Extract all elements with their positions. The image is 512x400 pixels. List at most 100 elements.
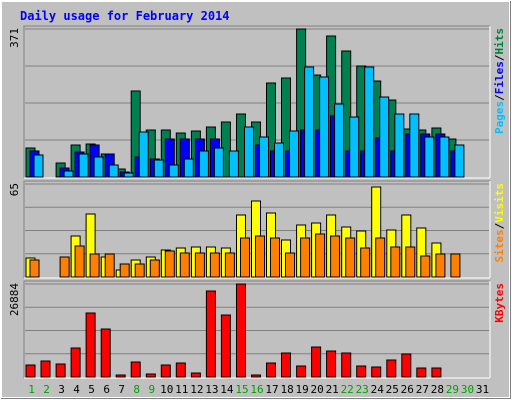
x-tick-label-day-24: 24 (371, 383, 385, 396)
bar-pages-day-19 (304, 66, 315, 178)
legend-entry: Pages (493, 101, 506, 134)
bar-pages-day-24 (379, 96, 390, 178)
bar-sites-day-3 (59, 256, 70, 278)
bar-kbytes-day-6 (100, 328, 111, 378)
x-tick-label-day-21: 21 (326, 383, 339, 396)
legend-entry: Visits (493, 183, 506, 223)
panel-top-ymax-label: 371 (8, 28, 21, 48)
bar-kbytes-day-7 (115, 374, 126, 378)
bar-pages-day-7 (123, 172, 134, 178)
bar-pages-day-12 (198, 150, 209, 178)
x-tick-label-day-19: 19 (295, 383, 308, 396)
bar-sites-day-25 (390, 246, 401, 278)
bar-kbytes-day-18 (281, 352, 291, 378)
bar-pages-day-27 (424, 136, 435, 178)
bar-sites-day-15 (240, 237, 250, 278)
x-tick-label-day-31: 31 (476, 383, 489, 396)
x-tick-label-day-6: 6 (103, 383, 110, 396)
bar-sites-day-9 (149, 259, 160, 278)
bar-sites-day-4 (74, 245, 85, 278)
x-tick-label-day-25: 25 (386, 383, 399, 396)
bar-sites-day-7 (119, 263, 130, 278)
bar-sites-day-16 (255, 235, 265, 278)
x-tick-label-day-8: 8 (133, 383, 140, 396)
chart-title: Daily usage for February 2014 (20, 9, 230, 23)
bar-kbytes-day-28 (431, 367, 442, 378)
bar-kbytes-day-27 (416, 367, 427, 378)
bar-sites-day-17 (270, 237, 280, 278)
bar-kbytes-day-11 (175, 362, 186, 378)
bar-pages-day-11 (183, 158, 194, 178)
x-tick-label-day-22: 22 (341, 383, 354, 396)
bar-kbytes-day-1 (25, 364, 36, 378)
x-tick-label-day-11: 11 (175, 383, 188, 396)
bar-pages-day-9 (153, 159, 164, 178)
bar-sites-day-18 (285, 252, 295, 278)
bar-kbytes-day-19 (296, 365, 307, 378)
x-tick-label-day-5: 5 (88, 383, 95, 396)
bar-kbytes-day-26 (401, 353, 412, 378)
x-tick-label-day-10: 10 (160, 383, 173, 396)
panel-top-legend: Pages/Files/Hits (493, 28, 506, 134)
bar-sites-day-1 (29, 259, 40, 278)
bar-kbytes-day-12 (190, 372, 201, 378)
bar-pages-day-13 (213, 147, 224, 178)
x-tick-label-day-28: 28 (431, 383, 444, 396)
bar-sites-day-13 (209, 252, 220, 278)
panel-bottom-legend: KBytes (493, 283, 506, 323)
bar-sites-day-11 (179, 252, 190, 278)
bar-kbytes-day-2 (40, 360, 51, 378)
bar-kbytes-day-15 (236, 283, 246, 378)
legend-entry: KBytes (493, 283, 506, 323)
bar-sites-day-22 (345, 237, 356, 278)
bar-kbytes-day-24 (371, 366, 382, 378)
bar-kbytes-day-21 (326, 350, 337, 378)
bar-pages-day-29 (454, 144, 465, 178)
x-tick-label-day-26: 26 (401, 383, 414, 396)
bar-pages-day-1 (33, 154, 44, 178)
bar-kbytes-day-14 (220, 314, 231, 378)
legend-entry: Files (493, 61, 506, 94)
x-tick-label-day-29: 29 (446, 383, 459, 396)
x-tick-label-day-16: 16 (250, 383, 263, 396)
legend-entry: Sites (493, 229, 506, 262)
bar-sites-day-10 (164, 250, 175, 278)
bar-pages-day-18 (289, 130, 299, 178)
legend-entry: / (493, 94, 506, 101)
bar-pages-day-20 (319, 76, 330, 178)
bar-pages-day-16 (259, 136, 269, 178)
bar-sites-day-29 (450, 253, 461, 278)
bar-pages-day-23 (364, 66, 375, 178)
x-tick-label-day-20: 20 (310, 383, 323, 396)
bar-kbytes-day-16 (251, 374, 261, 378)
bar-kbytes-day-9 (145, 373, 156, 378)
bar-kbytes-day-17 (266, 362, 276, 378)
bar-pages-day-15 (244, 126, 254, 178)
x-tick-label-day-1: 1 (28, 383, 35, 396)
x-tick-label-day-7: 7 (118, 383, 125, 396)
x-tick-label-day-14: 14 (220, 383, 234, 396)
bar-sites-day-12 (194, 252, 205, 278)
bar-pages-day-25 (394, 113, 405, 178)
x-tick-label-day-18: 18 (280, 383, 293, 396)
legend-entry: / (493, 54, 506, 61)
legend-entry: / (493, 222, 506, 229)
bar-pages-day-26 (409, 113, 420, 178)
bar-pages-day-21 (334, 103, 345, 178)
bar-pages-day-5 (93, 156, 104, 178)
bar-kbytes-day-4 (70, 347, 81, 378)
bar-kbytes-day-10 (160, 364, 171, 378)
bar-sites-day-26 (405, 246, 416, 278)
bar-sites-day-21 (330, 235, 341, 278)
x-tick-label-day-30: 30 (461, 383, 474, 396)
bar-pages-day-28 (439, 136, 450, 178)
bar-kbytes-day-3 (55, 363, 66, 378)
bar-pages-day-4 (78, 153, 89, 178)
bar-sites-day-6 (104, 253, 115, 278)
panel-middle-ymax-label: 65 (8, 183, 21, 196)
bar-kbytes-day-20 (311, 346, 322, 378)
x-tick-label-day-23: 23 (356, 383, 369, 396)
bar-pages-day-10 (168, 164, 179, 178)
